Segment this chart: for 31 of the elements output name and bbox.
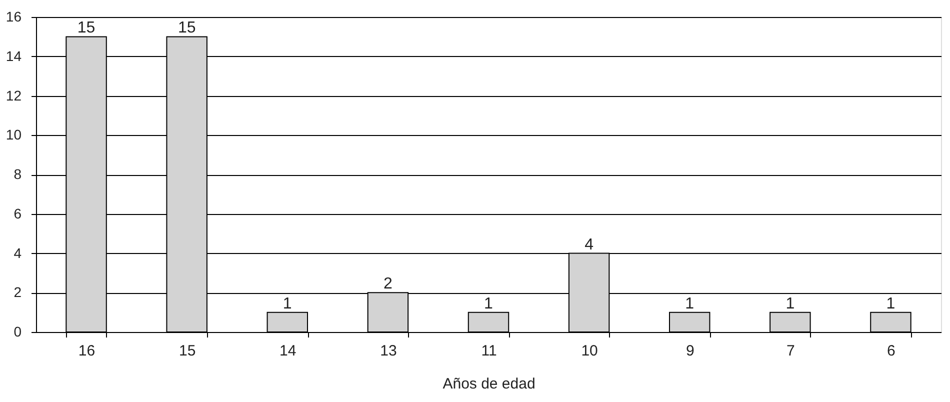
y-tick-label: 12 bbox=[6, 87, 22, 104]
data-label: 1 bbox=[786, 295, 795, 312]
y-tick-label: 0 bbox=[14, 324, 22, 340]
data-label: 15 bbox=[178, 20, 196, 37]
y-tick-label: 16 bbox=[6, 8, 22, 24]
x-tick-label: 10 bbox=[581, 342, 598, 360]
x-tick-label: 7 bbox=[786, 342, 795, 360]
x-axis-title: Años de edad bbox=[442, 376, 536, 392]
y-tick-label: 4 bbox=[14, 244, 22, 261]
y-tick-label: 8 bbox=[14, 166, 22, 182]
x-tick-label: 9 bbox=[686, 342, 694, 360]
x-tick-label: 11 bbox=[481, 342, 497, 360]
data-label: 1 bbox=[685, 295, 694, 312]
bar bbox=[669, 312, 710, 332]
y-tick-label: 14 bbox=[6, 48, 22, 64]
data-label: 15 bbox=[77, 20, 96, 37]
data-label: 1 bbox=[886, 295, 896, 312]
x-tick-label: 14 bbox=[280, 342, 296, 360]
x-tick-label: 16 bbox=[78, 342, 96, 360]
data-label: 4 bbox=[584, 236, 594, 254]
bar bbox=[266, 312, 308, 332]
x-tick-label: 13 bbox=[380, 342, 397, 360]
x-tick-label: 6 bbox=[887, 342, 896, 360]
x-tick-label: 15 bbox=[178, 342, 196, 360]
bar bbox=[468, 312, 510, 332]
y-tick-label: 6 bbox=[14, 205, 22, 222]
data-label: 2 bbox=[383, 276, 392, 293]
data-label: 1 bbox=[484, 295, 494, 312]
y-tick-label: 10 bbox=[6, 126, 22, 143]
data-label: 1 bbox=[282, 295, 292, 312]
y-tick-label: 2 bbox=[14, 284, 22, 300]
